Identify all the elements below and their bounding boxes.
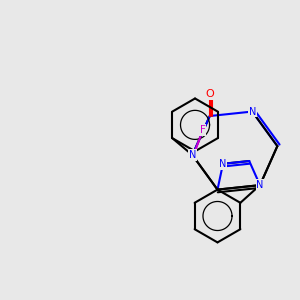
Text: O: O	[206, 89, 214, 99]
Text: F: F	[200, 125, 206, 135]
Text: N: N	[219, 159, 227, 169]
Text: N: N	[256, 180, 264, 190]
Text: N: N	[249, 106, 256, 117]
Text: N: N	[189, 150, 196, 160]
